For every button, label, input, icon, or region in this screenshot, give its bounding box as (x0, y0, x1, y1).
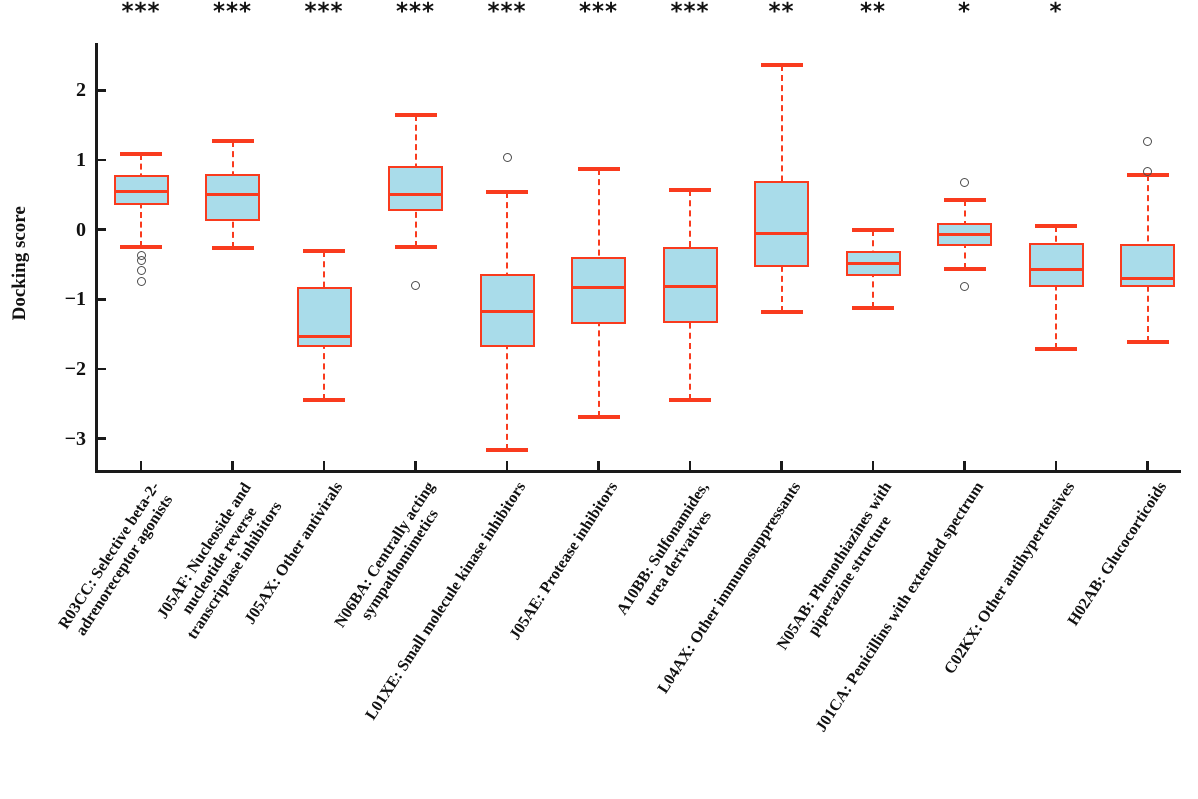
x-tick-mark (597, 461, 600, 470)
outlier-point (502, 153, 512, 163)
significance-stars: *** (487, 0, 527, 25)
significance-stars: *** (578, 0, 619, 25)
whisker-cap-bottom (943, 266, 986, 271)
x-category-label: J05AE: Protease inhibitors (505, 479, 621, 644)
significance-stars: *** (670, 0, 710, 25)
whisker-cap-bottom (211, 245, 254, 250)
median-line (113, 189, 169, 193)
y-axis-title-text: Docking score (9, 206, 30, 321)
box-iqr (571, 256, 626, 325)
median-line (754, 231, 809, 235)
whisker-cap-top (669, 187, 711, 192)
box-iqr (1028, 242, 1084, 287)
median-line (1120, 276, 1175, 281)
whisker-cap-bottom (852, 305, 894, 310)
x-tick-mark (139, 461, 143, 470)
significance-stars: * (957, 0, 972, 25)
median-line (205, 193, 260, 197)
x-tick-mark (505, 461, 509, 470)
y-tick-mark (97, 228, 106, 231)
median-line (479, 310, 535, 314)
whisker-cap-top (211, 138, 254, 143)
median-line (937, 232, 992, 237)
y-tick-label: 1 (76, 149, 86, 172)
median-line (571, 285, 626, 290)
whisker-cap-top (486, 190, 528, 195)
whisker-cap-bottom (120, 245, 162, 250)
whisker-cap-top (943, 197, 986, 202)
whisker-cap-bottom (577, 415, 620, 420)
y-tick-label: −3 (64, 427, 86, 450)
x-tick-mark (871, 461, 875, 470)
y-tick-mark (97, 367, 106, 371)
whisker-cap-bottom (394, 245, 437, 250)
outlier-point (136, 255, 146, 265)
box-iqr (296, 287, 352, 348)
whisker-cap-top (120, 152, 162, 157)
x-tick-mark (780, 461, 783, 470)
x-tick-mark (688, 461, 692, 470)
x-tick-mark (414, 461, 417, 470)
box-iqr (1120, 244, 1175, 288)
x-tick-mark (322, 461, 326, 470)
box-iqr (754, 180, 809, 267)
median-line (845, 262, 901, 266)
y-tick-mark (97, 437, 106, 440)
whisker-cap-top (760, 62, 803, 67)
whisker-cap-bottom (486, 447, 528, 452)
significance-stars: *** (304, 0, 344, 25)
whisker-cap-top (303, 248, 345, 253)
whisker-line (1055, 226, 1057, 349)
box-iqr (388, 165, 443, 211)
x-tick-mark (231, 461, 234, 470)
y-tick-label: −2 (64, 357, 86, 380)
y-tick-mark (97, 158, 106, 162)
x-tick-mark (1054, 461, 1058, 470)
whisker-cap-bottom (669, 397, 711, 402)
significance-stars: ** (768, 0, 795, 25)
box-iqr (205, 173, 260, 221)
median-line (662, 284, 718, 288)
whisker-cap-top (852, 227, 894, 232)
whisker-cap-top (394, 112, 437, 117)
whisker-cap-bottom (760, 309, 803, 314)
outlier-point (1143, 166, 1152, 176)
y-tick-label: −1 (64, 288, 86, 311)
outlier-point (136, 277, 146, 287)
outlier-point (411, 280, 420, 290)
x-tick-mark (1146, 461, 1149, 470)
outlier-point (1143, 136, 1152, 146)
y-tick-label: 0 (76, 218, 86, 241)
outlier-point (960, 281, 969, 291)
median-line (296, 334, 352, 338)
significance-stars: *** (121, 0, 161, 25)
x-axis-spine (95, 470, 1181, 473)
plot-area (95, 43, 1181, 470)
whisker-cap-bottom (303, 397, 345, 402)
y-tick-label: 2 (76, 79, 86, 102)
y-tick-mark (97, 89, 106, 92)
box-iqr (113, 174, 169, 205)
y-axis-spine (95, 43, 98, 473)
significance-stars: * (1049, 0, 1063, 25)
x-category-label: H02AB: Glucocorticoids (1064, 479, 1170, 629)
y-axis-title: Docking score (9, 206, 31, 320)
whisker-cap-top (577, 167, 620, 172)
significance-stars: *** (395, 0, 436, 25)
median-line (388, 193, 443, 197)
x-tick-mark (963, 461, 966, 470)
median-line (1028, 267, 1084, 271)
significance-stars: ** (859, 0, 887, 25)
outlier-point (960, 177, 969, 187)
significance-stars: *** (212, 0, 253, 25)
outlier-point (136, 265, 146, 275)
whisker-cap-top (1035, 224, 1077, 229)
whisker-cap-bottom (1126, 339, 1169, 344)
whisker-cap-bottom (1035, 346, 1077, 351)
y-tick-mark (97, 298, 106, 301)
